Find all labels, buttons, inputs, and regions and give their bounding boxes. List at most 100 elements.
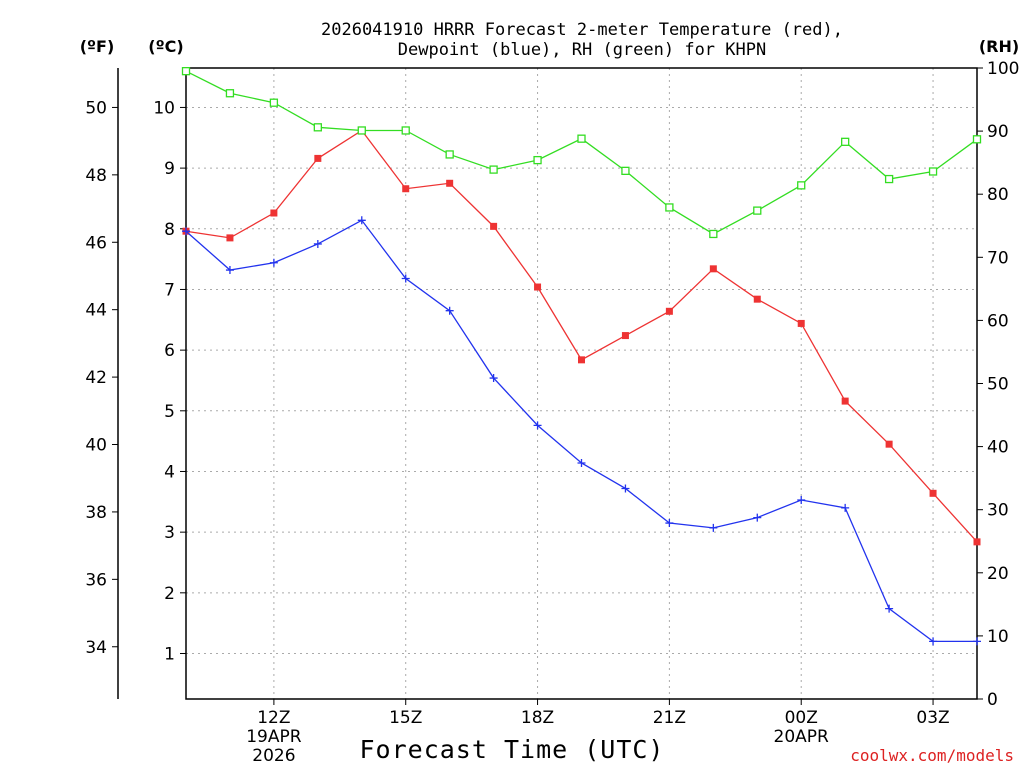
- chart-title-line1: 2026041910 HRRR Forecast 2-meter Tempera…: [321, 20, 843, 40]
- plot-frame: [185, 67, 978, 700]
- dewpoint-point: [533, 421, 542, 430]
- temperature-point: [402, 185, 410, 193]
- fahrenheit-tick-label: 48: [85, 166, 107, 186]
- dewpoint-point: [753, 513, 762, 522]
- rh-point: [709, 229, 718, 239]
- celsius-tick-label: 5: [164, 402, 175, 422]
- fahrenheit-tick-label: 42: [85, 368, 107, 388]
- x-axis-label: Forecast Time (UTC): [360, 735, 665, 764]
- x-tick-label: 21Z: [653, 708, 686, 728]
- rh-point: [357, 126, 366, 135]
- rh-point: [753, 206, 762, 215]
- temperature-point: [314, 154, 322, 162]
- rh-tick-label: 40: [987, 438, 1009, 458]
- dewpoint-point: [577, 458, 586, 467]
- series-dewpoint: [182, 216, 981, 646]
- x-tick-label: 12Z: [257, 708, 290, 728]
- rh-point: [313, 123, 322, 132]
- fahrenheit-tick-label: 36: [85, 570, 107, 590]
- dewpoint-point: [489, 374, 498, 383]
- fahrenheit-tick-label: 44: [85, 301, 107, 321]
- temperature-point: [578, 356, 585, 364]
- dewpoint-point: [621, 484, 630, 493]
- series-line-rh: [185, 70, 978, 235]
- x-tick-label: 19APR: [246, 727, 302, 747]
- rh-point: [972, 135, 982, 144]
- rh-point: [401, 126, 410, 135]
- rh-tick-label: 30: [987, 501, 1009, 521]
- dewpoint-point: [445, 306, 454, 315]
- rh-point: [797, 181, 806, 190]
- celsius-tick-label: 6: [164, 341, 175, 361]
- series-line-temperature: [185, 129, 978, 543]
- celsius-tick-label: 2: [164, 584, 175, 604]
- rh-point: [181, 67, 191, 76]
- fahrenheit-tick-label: 46: [85, 233, 107, 253]
- temperature-point: [226, 234, 234, 242]
- rh-tick-label: 80: [987, 185, 1009, 205]
- fahrenheit-tick-label: 50: [85, 98, 107, 118]
- rh-tick-label: 0: [987, 690, 998, 710]
- dewpoint-point: [709, 523, 718, 532]
- temperature-point: [797, 319, 805, 327]
- temperature-point: [446, 179, 454, 187]
- series-temperature: [182, 126, 981, 546]
- temperature-point: [841, 397, 849, 405]
- rh-point: [445, 150, 454, 159]
- grid: [186, 68, 977, 699]
- dewpoint-point: [401, 274, 410, 283]
- rh-tick-label: 20: [987, 564, 1009, 584]
- rh-point: [533, 155, 542, 165]
- rh-point: [621, 166, 630, 176]
- x-tick-label: 2026: [252, 746, 295, 766]
- celsius-unit-label: (ºC): [148, 37, 183, 56]
- temperature-point: [709, 265, 717, 273]
- celsius-tick-label: 9: [164, 159, 175, 179]
- dewpoint-point: [357, 216, 366, 225]
- fahrenheit-tick-label: 40: [85, 436, 107, 456]
- temperature-point: [885, 440, 893, 448]
- rh-tick-label: 10: [987, 627, 1009, 647]
- series-rh: [181, 67, 982, 239]
- credit-label: coolwx.com/models: [850, 746, 1014, 765]
- rh-tick-label: 60: [987, 311, 1009, 331]
- rh-tick-label: 50: [987, 375, 1009, 395]
- dewpoint-point: [841, 503, 850, 512]
- celsius-tick-label: 3: [164, 523, 175, 543]
- rh-point: [665, 203, 674, 212]
- rh-tick-label: 70: [987, 248, 1009, 268]
- celsius-tick-label: 7: [164, 280, 175, 300]
- fahrenheit-unit-label: (ºF): [80, 37, 115, 56]
- temperature-point: [753, 295, 761, 303]
- temperature-point: [929, 489, 937, 497]
- dewpoint-point: [182, 227, 190, 236]
- rh-tick-label: 90: [987, 122, 1009, 142]
- x-tick-label: 00Z: [785, 708, 818, 728]
- temperature-point: [534, 283, 542, 291]
- celsius-tick-label: 1: [164, 644, 175, 664]
- temperature-point: [621, 332, 629, 340]
- fahrenheit-tick-label: 38: [85, 503, 107, 523]
- rh-point: [884, 174, 894, 184]
- dewpoint-point: [929, 637, 938, 646]
- x-tick-label: 15Z: [389, 708, 422, 728]
- rh-point: [489, 165, 498, 174]
- rh-point: [225, 89, 235, 98]
- rh-point: [577, 134, 586, 143]
- celsius-tick-label: 4: [164, 462, 175, 482]
- rh-point: [841, 137, 850, 146]
- dewpoint-point: [269, 258, 278, 267]
- dewpoint-point: [665, 519, 674, 528]
- celsius-tick-label: 8: [164, 220, 175, 240]
- x-tick-label: 03Z: [916, 708, 949, 728]
- rh-point: [269, 98, 279, 107]
- rh-point: [928, 167, 938, 176]
- celsius-tick-label: 10: [153, 98, 175, 118]
- fahrenheit-tick-label: 34: [85, 638, 107, 658]
- x-tick-label: 18Z: [521, 708, 554, 728]
- rh-tick-label: 100: [987, 59, 1019, 79]
- ticks: 1234567891034363840424446485001020304050…: [85, 59, 1019, 766]
- axes: [117, 67, 978, 700]
- series-line-dewpoint: [185, 219, 977, 643]
